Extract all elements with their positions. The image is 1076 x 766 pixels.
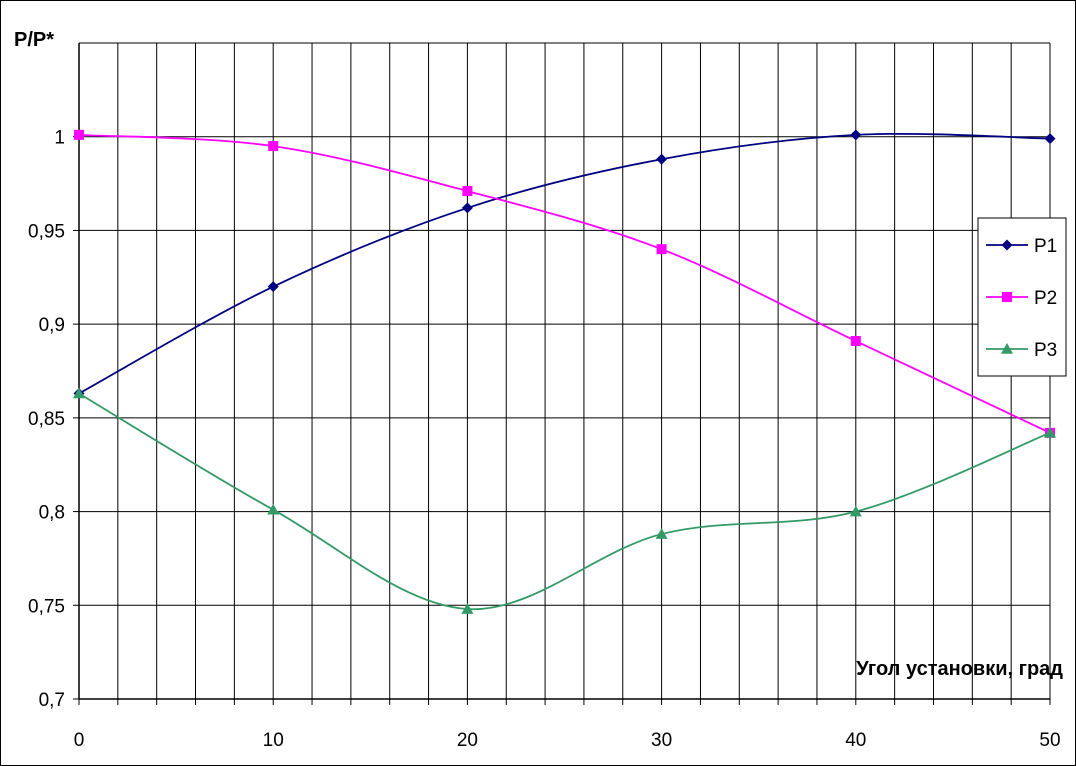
data-point-p3 [849, 505, 862, 517]
x-axis-title: Угол установки, град [856, 658, 1063, 680]
legend-label-p2: P2 [1034, 288, 1057, 309]
grid-lines [78, 42, 1051, 700]
data-point-p1 [656, 153, 668, 165]
series-layer [73, 129, 1056, 614]
y-tick-label: 0,9 [39, 315, 65, 336]
data-point-p3 [73, 387, 85, 399]
y-tick-label: 0,95 [28, 221, 65, 242]
x-tick-label: 0 [74, 730, 85, 751]
series-line-p1 [78, 132, 1051, 395]
data-point-p2 [656, 244, 667, 255]
legend-marker-p2 [1002, 292, 1012, 302]
y-tick-label: 1 [54, 128, 65, 149]
x-tick-label: 20 [457, 730, 478, 751]
y-tick-label: 0,85 [28, 409, 65, 430]
x-tick-label: 30 [651, 730, 672, 751]
series-line-p3 [78, 392, 1051, 610]
data-point-p2 [462, 186, 473, 197]
data-point-p1 [461, 202, 473, 214]
series-line-p2 [78, 133, 1051, 434]
axes [73, 43, 1051, 705]
data-point-p2 [850, 336, 861, 347]
legend-label-p3: P3 [1034, 340, 1057, 361]
data-point-p3 [267, 503, 280, 515]
x-tick-label: 50 [1039, 730, 1060, 751]
y-axis-title: P/P* [14, 29, 54, 51]
series-p3 [73, 387, 1056, 614]
data-point-p1 [1044, 133, 1056, 145]
legend-marker-p1 [1001, 239, 1013, 251]
data-point-p3 [655, 528, 668, 539]
x-tick-label: 10 [263, 730, 284, 751]
y-tick-label: 0,8 [39, 503, 65, 524]
data-point-p2 [74, 129, 84, 140]
legend-label-p1: P1 [1034, 236, 1057, 257]
data-point-p1 [850, 129, 862, 141]
legend-item-p3: P3 [986, 340, 1057, 361]
legend-item-p1: P1 [986, 236, 1057, 257]
data-point-p2 [268, 141, 279, 152]
y-tick-label: 0,7 [39, 690, 65, 711]
data-point-p1 [267, 281, 279, 293]
data-point-p3 [1044, 426, 1056, 438]
data-point-p3 [461, 603, 474, 614]
legend-item-p2: P2 [986, 288, 1057, 309]
legend: P1 P2 P3 [977, 217, 1067, 377]
legend-marker-p3 [1001, 343, 1013, 354]
x-tick-label: 40 [845, 730, 866, 751]
y-tick-label: 0,75 [28, 596, 65, 617]
